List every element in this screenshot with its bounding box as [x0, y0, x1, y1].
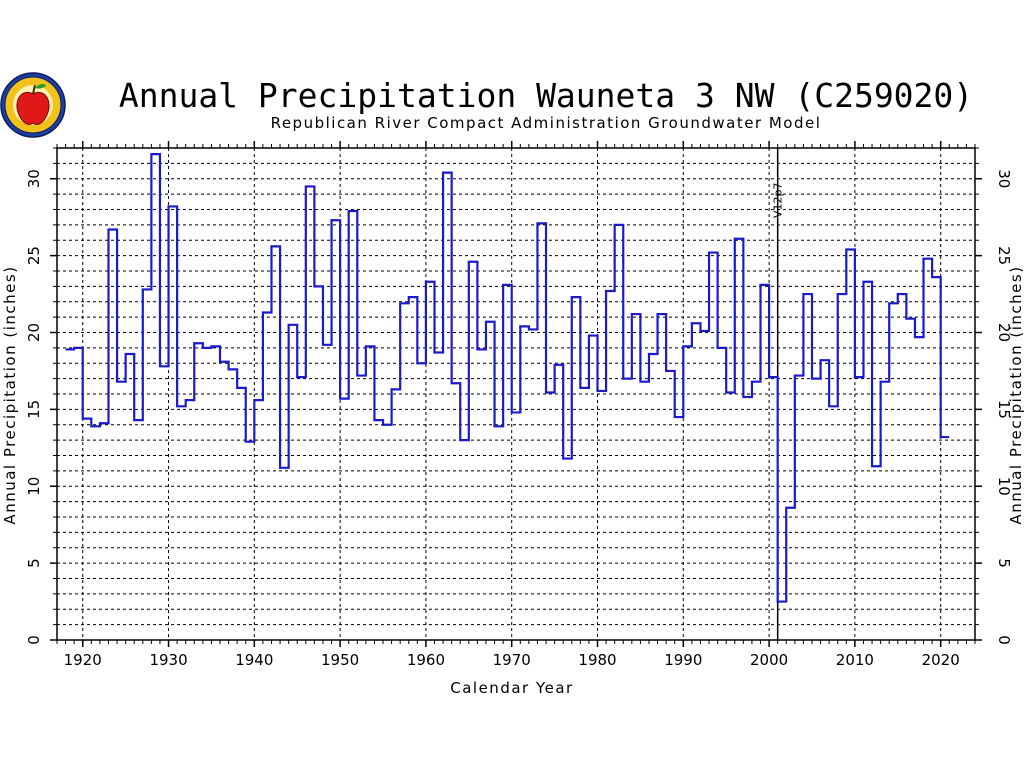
y-tick-label-left: 5	[25, 558, 43, 568]
x-tick-label: 1960	[407, 651, 445, 669]
y-tick-label-left: 20	[25, 323, 43, 342]
y-tick-label-right: 5	[995, 558, 1013, 568]
x-tick-label: 1940	[235, 651, 273, 669]
x-tick-label: 1920	[64, 651, 102, 669]
axis-ticks	[50, 141, 982, 647]
y-tick-label-left: 15	[25, 400, 43, 419]
x-tick-label: 1980	[578, 651, 616, 669]
y-axis-title-left: Annual Precipitation (inches)	[1, 265, 19, 524]
x-axis-title: Calendar Year	[450, 679, 573, 697]
y-tick-label-left: 30	[25, 169, 43, 188]
series-step-line	[65, 153, 950, 603]
x-tick-label: 1950	[321, 651, 359, 669]
x-tick-label: 1930	[149, 651, 187, 669]
chart-subtitle: Republican River Compact Administration …	[271, 114, 822, 132]
apple-seal-logo-icon	[0, 72, 66, 138]
y-tick-label-right: 0	[995, 635, 1013, 645]
y-tick-label-right: 30	[995, 169, 1013, 188]
y-tick-label-right: 15	[995, 400, 1013, 419]
x-tick-label: 2000	[750, 651, 788, 669]
y-tick-label-right: 20	[995, 323, 1013, 342]
y-tick-label-left: 0	[25, 635, 43, 645]
y-tick-label-left: 25	[25, 246, 43, 265]
x-tick-label: 1990	[664, 651, 702, 669]
axis-tick-labels: 1920 1930 1940 1950 1960 1970 1980 1990 2000 2010…	[25, 169, 1013, 669]
x-tick-label: 1970	[493, 651, 531, 669]
y-tick-label-right: 10	[995, 477, 1013, 496]
x-tick-label: 2020	[922, 651, 960, 669]
y-axis-title-right: Annual Precipitation (inches)	[1007, 265, 1024, 524]
x-tick-label: 2010	[836, 651, 874, 669]
precipitation-step-line	[65, 153, 950, 603]
chart-title: Annual Precipitation Wauneta 3 NW (C2590…	[119, 76, 973, 115]
vertical-marker-label: V12p7	[772, 182, 785, 218]
y-tick-label-left: 10	[25, 477, 43, 496]
y-tick-label-right: 25	[995, 246, 1013, 265]
